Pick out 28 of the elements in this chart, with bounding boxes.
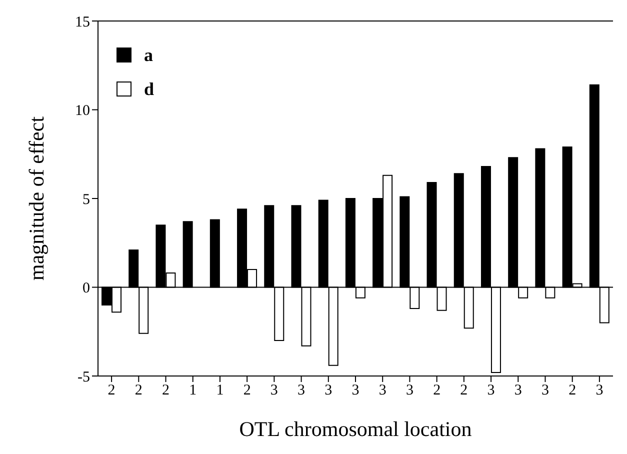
y-tick-label: 5 [82,192,90,208]
x-tick-label: 2 [568,382,576,399]
x-tick-label: 3 [298,382,306,399]
x-tick-label: 2 [243,382,251,399]
x-tick-label: 2 [162,382,170,399]
y-tick-label: 10 [75,103,90,120]
x-tick-label: 3 [541,382,549,399]
x-tick-label: 1 [216,382,224,399]
x-tick-label: 1 [189,382,197,399]
x-tick-label: 3 [378,382,386,399]
x-tick-label: 3 [352,382,360,399]
x-tick-label: 3 [406,382,414,399]
x-tick-label: 3 [487,382,495,399]
y-tick-label: 15 [75,14,90,30]
y-axis-title: magnitude of effect [24,116,48,281]
x-tick-label: 3 [324,382,332,399]
x-tick-label: 2 [460,382,468,399]
x-tick-label: 2 [433,382,441,399]
legend-label: d [144,78,154,101]
x-tick-label: 3 [270,382,278,399]
legend-label: a [144,44,153,67]
x-tick-label: 3 [596,382,604,399]
y-tick-label: 0 [82,280,90,297]
y-tick-label: -5 [78,369,90,386]
x-axis-title: OTL chromosomal location [239,417,472,441]
x-tick-label: 2 [108,382,116,399]
x-tick-label: 3 [514,382,522,399]
x-tick-label: 2 [134,382,142,399]
